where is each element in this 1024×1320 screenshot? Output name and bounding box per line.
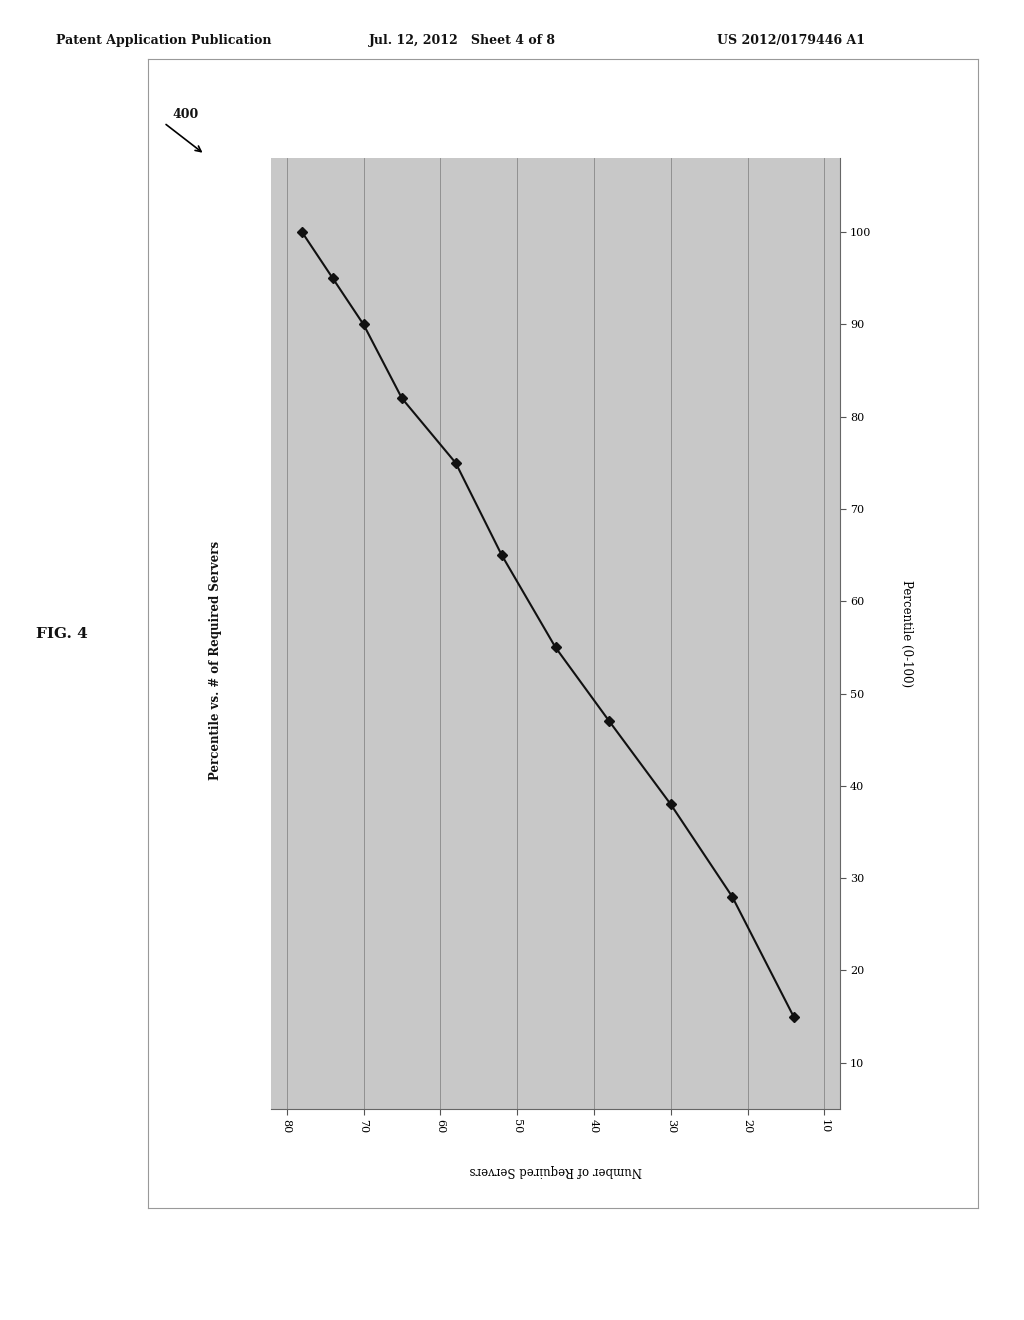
Text: Jul. 12, 2012   Sheet 4 of 8: Jul. 12, 2012 Sheet 4 of 8 (369, 34, 556, 48)
X-axis label: Number of Required Servers: Number of Required Servers (469, 1164, 642, 1177)
Text: Patent Application Publication: Patent Application Publication (56, 34, 271, 48)
Text: Percentile vs. # of Required Servers: Percentile vs. # of Required Servers (209, 540, 221, 780)
Text: FIG. 4: FIG. 4 (36, 627, 87, 640)
Text: 400: 400 (172, 108, 199, 121)
Y-axis label: Percentile (0-100): Percentile (0-100) (900, 579, 913, 688)
Text: US 2012/0179446 A1: US 2012/0179446 A1 (717, 34, 865, 48)
